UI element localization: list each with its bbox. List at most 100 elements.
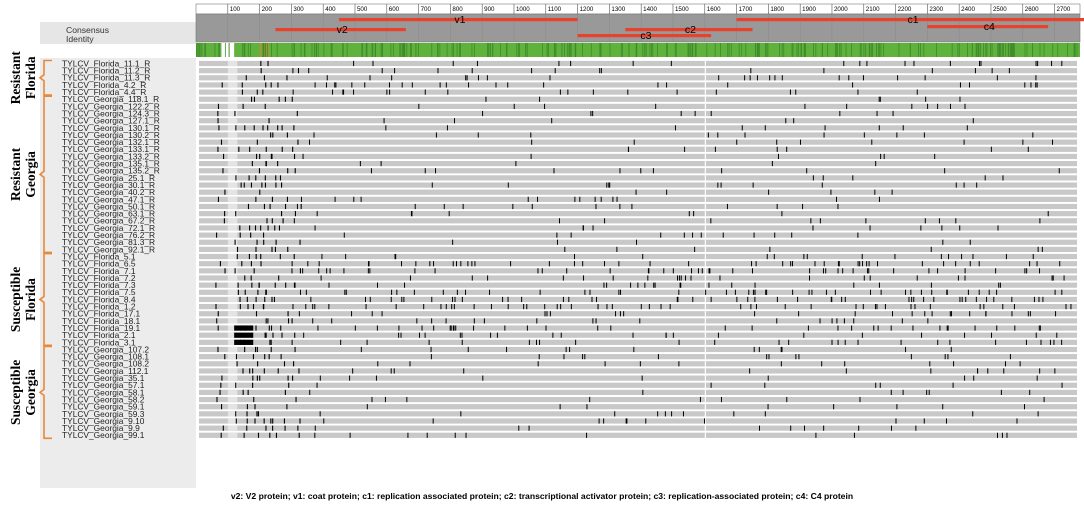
snp-mark	[454, 432, 456, 438]
track-gap	[704, 196, 706, 202]
snp-mark	[256, 375, 258, 381]
snp-mark	[1065, 304, 1067, 310]
snp-mark	[792, 261, 794, 267]
snp-mark	[296, 110, 298, 117]
track-gap	[227, 211, 238, 217]
snp-mark	[806, 253, 808, 260]
snp-mark	[611, 304, 613, 310]
snp-mark	[286, 132, 288, 138]
snp-mark	[455, 261, 457, 267]
snp-mark	[465, 432, 467, 438]
sequence-name: TYLCV_Florida_7.5	[62, 287, 136, 297]
snp-mark	[694, 110, 696, 117]
snp-mark	[677, 275, 679, 281]
snp-mark	[563, 354, 565, 360]
snp-mark	[639, 318, 641, 324]
track-gap	[227, 396, 238, 403]
snp-mark	[455, 325, 457, 331]
identity-variation	[804, 43, 805, 57]
snp-mark	[461, 296, 463, 303]
snp-mark	[293, 361, 295, 367]
track-gap	[704, 339, 706, 345]
snp-mark	[490, 332, 492, 338]
identity-variation	[568, 43, 570, 57]
snp-mark	[275, 239, 277, 245]
snp-mark	[424, 332, 426, 338]
snp-mark	[272, 425, 274, 431]
snp-mark	[908, 296, 910, 303]
snp-mark	[990, 146, 992, 152]
snp-mark	[804, 425, 806, 431]
snp-mark	[394, 253, 396, 260]
track-gap	[227, 318, 238, 324]
snp-mark	[964, 103, 966, 109]
snp-mark	[983, 304, 985, 310]
snp-mark	[283, 418, 285, 424]
identity-variation	[375, 43, 377, 57]
group-label: Susceptible	[8, 360, 23, 425]
snp-mark	[243, 182, 245, 188]
snp-mark	[839, 110, 841, 117]
identity-variation	[958, 43, 960, 57]
snp-mark	[867, 268, 869, 274]
track-gap	[704, 361, 706, 367]
identity-variation	[346, 43, 348, 57]
snp-mark	[792, 289, 794, 295]
identity-variation	[555, 43, 557, 57]
snp-mark	[431, 318, 433, 324]
snp-mark	[679, 282, 681, 288]
figure-caption: v2: V2 protein; v1: coat protein; c1: re…	[230, 491, 854, 501]
snp-mark	[473, 318, 475, 324]
snp-mark	[278, 96, 280, 102]
snp-mark	[846, 103, 848, 109]
snp-mark	[969, 311, 971, 317]
snp-mark	[292, 146, 294, 152]
snp-mark	[398, 325, 400, 331]
identity-variation	[218, 43, 220, 57]
snp-mark	[371, 396, 373, 403]
snp-mark	[217, 311, 219, 317]
identity-variation	[765, 43, 766, 57]
snp-mark	[303, 332, 305, 338]
snp-mark	[275, 182, 277, 188]
snp-mark	[267, 60, 269, 67]
identity-variation	[805, 43, 806, 57]
snp-mark	[568, 296, 570, 303]
identity-variation	[561, 43, 563, 57]
snp-mark	[270, 346, 272, 353]
identity-variation	[691, 43, 693, 57]
snp-mark	[334, 82, 336, 88]
sequence-track	[199, 89, 1077, 95]
snp-mark	[744, 75, 746, 81]
snp-mark	[944, 168, 946, 174]
snp-mark	[390, 368, 392, 374]
identity-variation	[460, 43, 461, 57]
snp-mark	[297, 139, 299, 145]
ruler-tick-label: 2400	[961, 6, 975, 13]
snp-mark	[870, 289, 872, 295]
snp-mark	[219, 261, 221, 267]
identity-variation	[224, 43, 226, 57]
snp-mark	[715, 89, 717, 95]
snp-mark	[255, 196, 257, 202]
snp-mark	[603, 418, 605, 424]
snp-mark	[774, 232, 776, 238]
snp-mark	[248, 175, 250, 181]
snp-mark	[474, 261, 476, 267]
snp-mark	[972, 411, 974, 417]
snp-mark	[1038, 296, 1040, 303]
snp-mark	[360, 346, 362, 353]
identity-variation	[1000, 43, 1002, 57]
track-gap	[227, 132, 238, 138]
snp-mark	[808, 289, 810, 295]
snp-mark	[437, 68, 439, 74]
identity-variation	[620, 43, 622, 57]
snp-mark	[1033, 296, 1035, 303]
snp-mark	[541, 268, 543, 274]
snp-mark	[904, 60, 906, 67]
snp-mark	[961, 253, 963, 260]
snp-mark	[896, 132, 898, 138]
sequence-name: TYLCV_Georgia_107.2	[62, 344, 149, 354]
snp-mark	[1061, 339, 1063, 345]
snp-mark	[264, 182, 266, 188]
